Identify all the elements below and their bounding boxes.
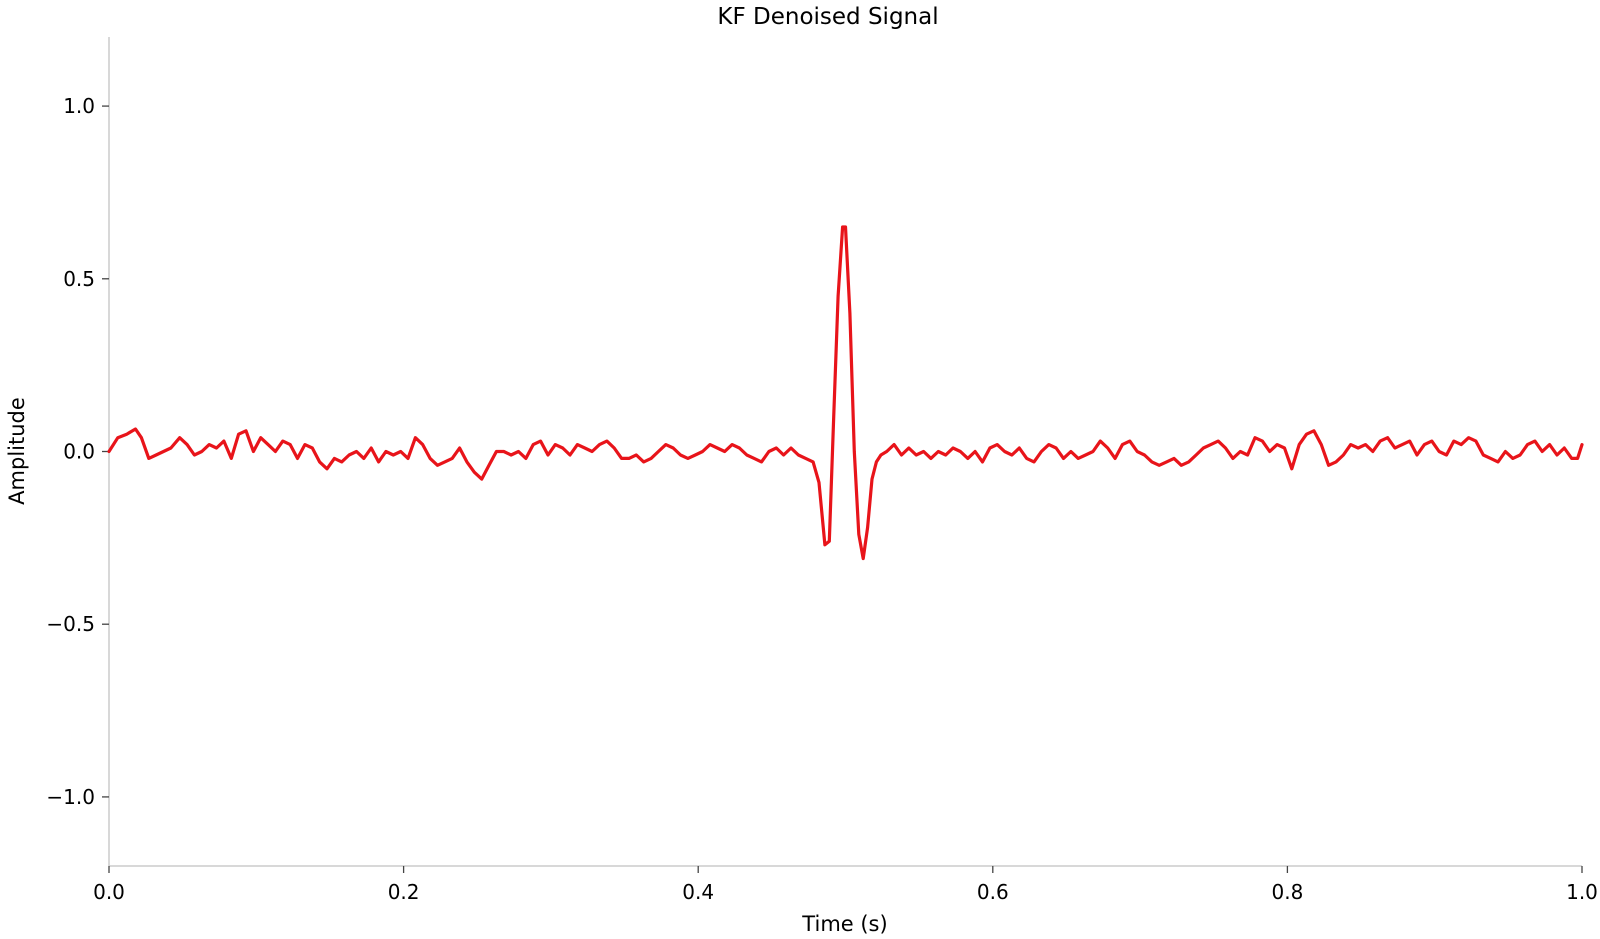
y-tick-label: −1.0 bbox=[46, 785, 95, 809]
y-axis-ticks: −1.0 −0.5 0.0 0.5 1.0 bbox=[46, 94, 109, 809]
x-tick-label: 0.0 bbox=[93, 880, 125, 904]
x-tick-label: 0.6 bbox=[977, 880, 1009, 904]
x-axis-ticks: 0.0 0.2 0.4 0.6 0.8 1.0 bbox=[93, 866, 1598, 904]
y-tick-label: 1.0 bbox=[63, 94, 95, 118]
y-axis-label: Amplitude bbox=[5, 397, 29, 505]
chart-title: KF Denoised Signal bbox=[717, 4, 938, 30]
x-tick-label: 0.4 bbox=[682, 880, 714, 904]
y-tick-label: −0.5 bbox=[46, 612, 95, 636]
x-tick-label: 1.0 bbox=[1566, 880, 1598, 904]
y-tick-label: 0.5 bbox=[63, 267, 95, 291]
y-tick-label: 0.0 bbox=[63, 440, 95, 464]
x-tick-label: 0.2 bbox=[388, 880, 420, 904]
series-line-kf-denoised bbox=[107, 225, 1584, 561]
x-tick-label: 0.8 bbox=[1271, 880, 1303, 904]
x-axis-label: Time (s) bbox=[801, 912, 887, 936]
